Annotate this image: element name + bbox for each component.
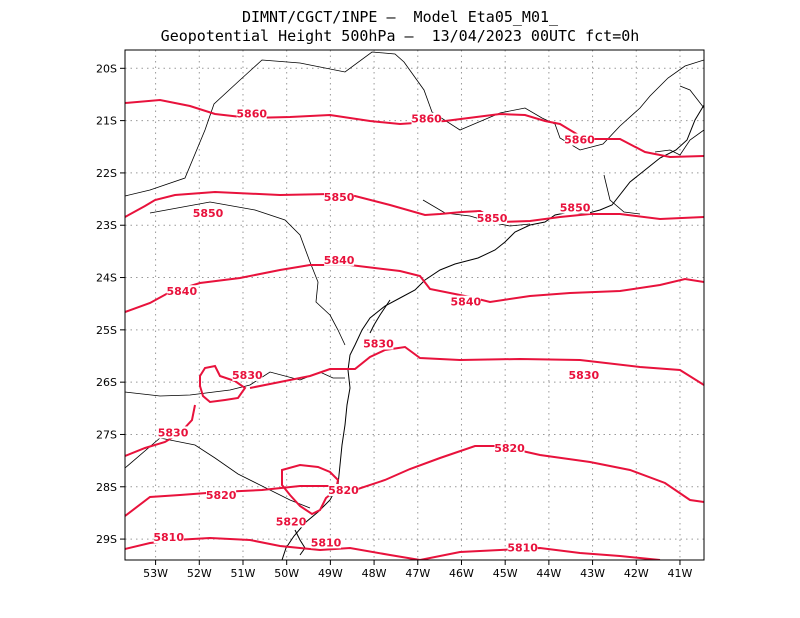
contour-line-5850: [125, 190, 704, 224]
contour-label: 5830: [363, 338, 394, 351]
contour-label: 5820: [328, 484, 359, 497]
lat-tick-label: 23S: [96, 219, 117, 232]
contour-label-background: [477, 212, 508, 224]
contour-label-background: [494, 442, 525, 455]
contour-label: 5860: [236, 107, 267, 120]
contour-labels: 5860 5860 5860 5850 5850 5850 5850 5840 5840 5840…: [153, 107, 600, 555]
contour-label-background: [311, 536, 342, 549]
lat-tick-label: 25S: [96, 324, 117, 337]
contour-label-background: [568, 368, 599, 381]
coastline: [281, 104, 704, 560]
lon-tick-label: 45W: [493, 567, 518, 580]
contour-label: 5810: [153, 531, 184, 544]
contour-label: 5850: [477, 212, 508, 225]
lon-tick-label: 48W: [362, 567, 387, 580]
contour-label: 5830: [569, 369, 600, 382]
contour-label-background: [328, 484, 359, 496]
contour-label-background: [276, 515, 307, 528]
lat-tick-label: 21S: [96, 115, 117, 128]
contour-label-background: [166, 285, 197, 298]
map-title-line2: Geopotential Height 500hPa – 13/04/2023 …: [160, 27, 640, 45]
contour-line-5810: [125, 536, 661, 560]
contour-label-background: [450, 295, 481, 308]
lat-tick-label: 20S: [96, 62, 117, 75]
contour-loop-5820-south: [281, 463, 340, 516]
contour-label: 5830: [232, 369, 263, 382]
lon-tick-label: 41W: [668, 567, 693, 580]
contour-label: 5840: [451, 296, 482, 309]
contour-label: 5860: [411, 113, 442, 126]
lat-tick-label: 22S: [96, 167, 117, 180]
contour-label-background: [324, 191, 355, 204]
lon-tick-label: 51W: [231, 567, 256, 580]
lat-lon-grid: [125, 50, 704, 560]
contour-label: 5840: [324, 254, 355, 267]
contour-line-5840: [125, 264, 704, 313]
lon-tick-label: 50W: [274, 567, 299, 580]
contour-label: 5850: [560, 202, 591, 215]
lat-tick-label: 26S: [96, 376, 117, 389]
contour-loop-5830-west: [199, 364, 247, 404]
contour-label-background: [193, 206, 224, 219]
lon-tick-label: 52W: [187, 567, 212, 580]
lat-tick-label: 28S: [96, 481, 117, 494]
axis-tick-labels: 20S 21S 22S 23S 24S 25S 26S 27S 28S 29S 53W 52W 51W 5…: [96, 62, 693, 580]
contour-label-background: [507, 541, 538, 554]
contour-line-5830: [249, 345, 704, 389]
lon-tick-label: 43W: [580, 567, 605, 580]
lat-tick-label: 27S: [96, 428, 117, 441]
contour-label-background: [363, 337, 394, 350]
lon-tick-label: 42W: [624, 567, 649, 580]
contour-label-background: [158, 426, 189, 439]
contour-label-background: [411, 112, 442, 125]
contour-label-background: [236, 107, 267, 120]
contour-label-background: [324, 253, 355, 266]
contour-label: 5820: [276, 515, 307, 528]
contour-label-background: [232, 368, 263, 381]
contour-label-background: [560, 201, 591, 214]
contour-label: 5850: [193, 207, 224, 220]
contour-label-background: [564, 133, 595, 146]
lon-tick-label: 46W: [449, 567, 474, 580]
map-title-line1: DIMNT/CGCT/INPE – Model Eta05_M01_: [241, 8, 559, 26]
lon-tick-label: 49W: [318, 567, 343, 580]
contour-label: 5850: [324, 191, 355, 204]
contour-label: 5860: [564, 134, 595, 147]
contour-line-5860: [125, 98, 704, 159]
contour-label: 5820: [206, 489, 237, 502]
contour-label: 5840: [166, 285, 197, 298]
lon-tick-label: 44W: [536, 567, 561, 580]
lat-tick-label: 29S: [96, 533, 117, 546]
contour-label: 5810: [311, 536, 342, 549]
contour-label: 5830: [158, 426, 189, 439]
lon-tick-label: 53W: [143, 567, 168, 580]
contour-label: 5810: [507, 542, 538, 555]
lon-tick-label: 47W: [405, 567, 430, 580]
lat-tick-label: 24S: [96, 272, 117, 285]
contour-label: 5820: [494, 442, 525, 455]
contour-label-background: [206, 489, 237, 502]
contour-line-5820: [125, 445, 704, 517]
map-frame: [124, 49, 705, 561]
contour-label-background: [153, 531, 184, 544]
